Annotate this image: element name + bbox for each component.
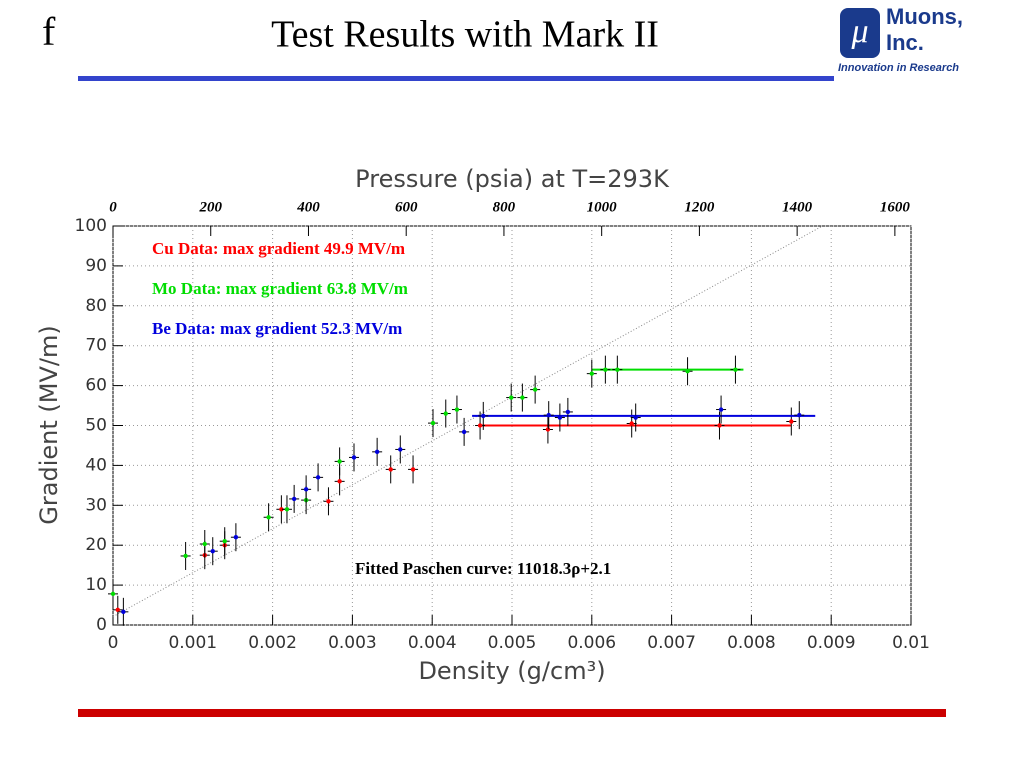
x-tick-label: 0.006 xyxy=(567,633,616,653)
logo-name: Inc. xyxy=(886,30,924,55)
point xyxy=(222,539,227,544)
logo-name: Muons, xyxy=(886,4,963,29)
point xyxy=(337,479,342,484)
point xyxy=(303,487,309,492)
x2-tick-label: 1000 xyxy=(587,199,618,215)
point xyxy=(121,609,126,615)
point xyxy=(477,423,483,428)
point xyxy=(520,395,525,400)
x2-tick-label: 0 xyxy=(109,199,117,215)
x2-tick-label: 400 xyxy=(296,199,320,215)
point xyxy=(733,367,738,372)
point xyxy=(685,369,690,374)
x2-tick-label: 800 xyxy=(493,199,516,215)
annotation: Mo Data: max gradient 63.8 MV/m xyxy=(152,279,408,298)
point xyxy=(326,499,331,504)
point xyxy=(183,553,188,559)
point xyxy=(797,412,802,418)
point xyxy=(110,591,116,597)
point xyxy=(202,541,207,547)
title-rule xyxy=(78,76,834,81)
y-tick-label: 50 xyxy=(85,416,107,436)
point xyxy=(454,407,460,412)
point xyxy=(410,467,416,472)
x2-tick-label: 1600 xyxy=(880,199,911,215)
slide-title: Test Results with Mark II xyxy=(271,14,659,56)
x2-tick-label: 600 xyxy=(395,199,418,215)
x-tick-label: 0.009 xyxy=(807,633,856,653)
point xyxy=(315,475,321,480)
y-tick-label: 60 xyxy=(85,376,107,396)
point xyxy=(509,395,514,400)
point xyxy=(443,411,448,416)
point xyxy=(557,415,563,420)
point xyxy=(388,467,393,472)
x-axis-label: Density (g/cm³) xyxy=(418,657,605,685)
point xyxy=(291,496,297,502)
point xyxy=(633,415,638,420)
annotation: Fitted Paschen curve: 11018.3ρ+2.1 xyxy=(355,559,611,578)
y-tick-label: 10 xyxy=(85,575,107,595)
point xyxy=(546,412,551,418)
logo-box xyxy=(840,8,880,58)
point xyxy=(284,507,290,512)
y-tick-label: 0 xyxy=(96,615,107,635)
point xyxy=(718,407,724,412)
x2-tick-label: 1200 xyxy=(684,199,715,215)
x-tick-label: 0.008 xyxy=(727,633,776,653)
point xyxy=(430,420,436,426)
point xyxy=(461,429,467,435)
x2-axis-label: Pressure (psia) at T=293K xyxy=(355,165,670,193)
y-tick-label: 70 xyxy=(85,336,107,356)
x-tick-label: 0.003 xyxy=(328,633,377,653)
point xyxy=(615,367,620,372)
point xyxy=(374,449,380,455)
x-tick-label: 0.007 xyxy=(647,633,696,653)
x-tick-label: 0.001 xyxy=(168,633,217,653)
annotation: Be Data: max gradient 52.3 MV/m xyxy=(152,319,402,338)
point xyxy=(210,548,215,554)
point xyxy=(351,455,357,460)
y-tick-label: 30 xyxy=(85,495,107,515)
x-tick-label: 0 xyxy=(108,633,119,653)
x-tick-label: 0.002 xyxy=(248,633,297,653)
point xyxy=(398,447,403,452)
x-tick-label: 0.01 xyxy=(892,633,930,653)
point xyxy=(233,535,239,540)
point xyxy=(717,423,722,428)
slide-letter: f xyxy=(42,9,56,54)
point xyxy=(565,409,571,415)
point xyxy=(481,413,486,419)
point xyxy=(629,421,634,426)
point xyxy=(279,507,284,512)
y-tick-label: 40 xyxy=(85,455,107,475)
y-tick-label: 80 xyxy=(85,296,107,316)
point xyxy=(266,515,271,520)
footer-rule xyxy=(78,709,946,717)
x2-tick-label: 1400 xyxy=(782,199,813,215)
x-tick-label: 0.005 xyxy=(488,633,537,653)
point xyxy=(532,387,538,392)
point xyxy=(603,367,608,372)
point xyxy=(115,607,120,613)
logo-symbol: μ xyxy=(850,13,868,50)
x2-tick-label: 200 xyxy=(198,199,222,215)
point xyxy=(789,419,794,424)
point xyxy=(545,427,551,432)
x-tick-label: 0.004 xyxy=(408,633,457,653)
point xyxy=(589,371,594,376)
annotation: Cu Data: max gradient 49.9 MV/m xyxy=(152,239,405,258)
y-axis-label: Gradient (MV/m) xyxy=(35,325,63,524)
y-tick-label: 20 xyxy=(85,535,107,555)
y-tick-label: 100 xyxy=(75,216,107,236)
logo-tagline: Innovation in Research xyxy=(838,62,959,74)
y-tick-label: 90 xyxy=(85,256,107,276)
point xyxy=(337,459,342,464)
